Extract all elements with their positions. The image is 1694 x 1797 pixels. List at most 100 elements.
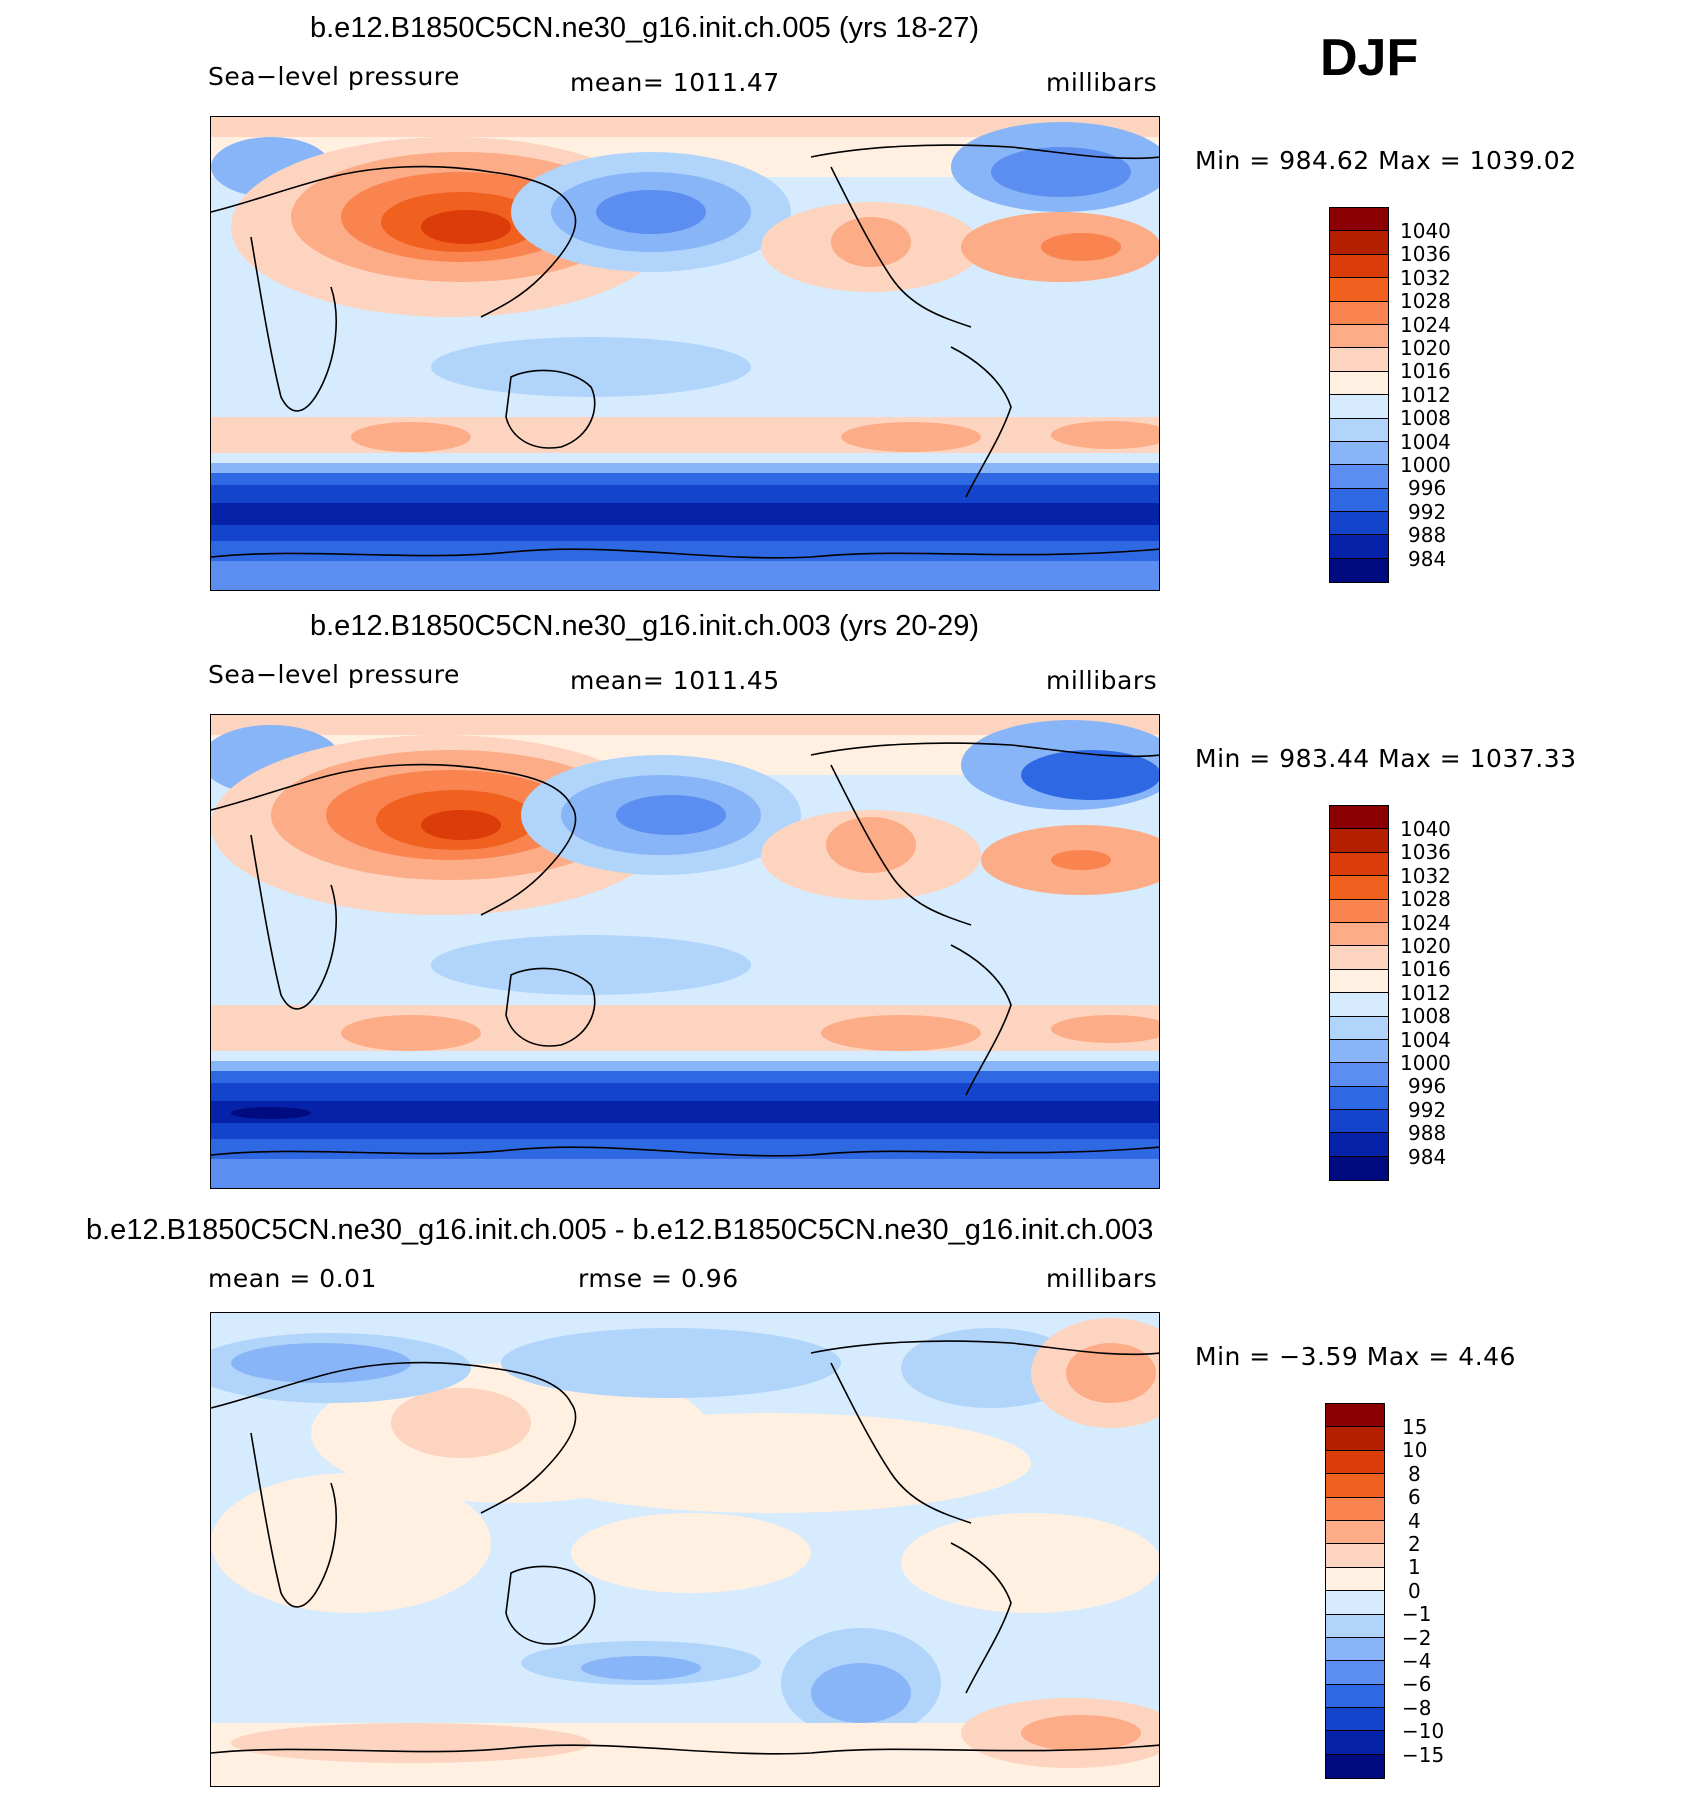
colorbar-tick-label: 1016 bbox=[1400, 957, 1451, 982]
colorbar-tick-label: 10 bbox=[1402, 1438, 1428, 1463]
colorbar-cell bbox=[1330, 512, 1388, 536]
colorbar-cell bbox=[1326, 1497, 1384, 1521]
variable-label: Sea−level pressure bbox=[208, 660, 460, 689]
season-label: DJF bbox=[1320, 29, 1419, 87]
colorbar-cell bbox=[1330, 488, 1388, 513]
colorbar-tick-label: 1036 bbox=[1400, 840, 1451, 865]
colorbar-tick-label: −8 bbox=[1402, 1695, 1432, 1720]
colorbar-tick-label: 1024 bbox=[1400, 910, 1451, 935]
colorbar-cell bbox=[1330, 829, 1388, 853]
colorbar-tick-label: 988 bbox=[1408, 1121, 1447, 1146]
units-label: millibars bbox=[1046, 666, 1158, 695]
colorbar-cell bbox=[1326, 1754, 1384, 1779]
rmse-label: rmse = 0.96 bbox=[578, 1264, 739, 1293]
colorbar-cell bbox=[1330, 1156, 1388, 1181]
map-svg bbox=[211, 117, 1159, 590]
colorbar-cell bbox=[1326, 1684, 1384, 1709]
colorbar-cell bbox=[1330, 852, 1388, 877]
map-plot bbox=[210, 116, 1160, 591]
colorbar bbox=[1329, 805, 1389, 1182]
colorbar-tick-label: 1032 bbox=[1400, 265, 1451, 290]
colorbar-cell bbox=[1326, 1474, 1384, 1498]
min-max-label: Min = 983.44 Max = 1037.33 bbox=[1195, 744, 1577, 773]
colorbar-tick-label: 996 bbox=[1408, 1074, 1447, 1099]
variable-label: Sea−level pressure bbox=[208, 62, 460, 91]
colorbar-tick-label: 1040 bbox=[1400, 817, 1451, 841]
colorbar-cell bbox=[1326, 1567, 1384, 1592]
colorbar-cell bbox=[1330, 1133, 1388, 1157]
colorbar-cell bbox=[1330, 899, 1388, 923]
panel-title: b.e12.B1850C5CN.ne30_g16.init.ch.005 (yr… bbox=[310, 12, 980, 44]
mean-label: mean= 1011.45 bbox=[570, 666, 780, 695]
colorbar-cell bbox=[1330, 278, 1388, 302]
colorbar-tick-label: 1008 bbox=[1400, 406, 1451, 431]
min-max-label: Min = 984.62 Max = 1039.02 bbox=[1195, 146, 1577, 175]
colorbar-tick-label: 1000 bbox=[1400, 1051, 1451, 1075]
colorbar-cell bbox=[1330, 441, 1388, 466]
colorbar-tick-label: −2 bbox=[1402, 1625, 1432, 1650]
colorbar-cell bbox=[1330, 395, 1388, 419]
colorbar-tick-label: 996 bbox=[1408, 476, 1447, 501]
colorbar-tick-label: 1 bbox=[1408, 1555, 1421, 1580]
colorbar-cell bbox=[1326, 1637, 1384, 1662]
colorbar-cell bbox=[1330, 535, 1388, 559]
colorbar-cell bbox=[1326, 1591, 1384, 1615]
map-svg bbox=[211, 715, 1159, 1188]
map-plot bbox=[210, 1312, 1160, 1787]
map-svg bbox=[211, 1313, 1159, 1786]
colorbar-tick-label: 1012 bbox=[1400, 382, 1451, 407]
colorbar-cell bbox=[1330, 806, 1388, 830]
colorbar-tick-label: 15 bbox=[1402, 1415, 1428, 1439]
colorbar-tick-label: 1016 bbox=[1400, 359, 1451, 384]
colorbar-tick-label: 4 bbox=[1408, 1508, 1421, 1533]
colorbar-cell bbox=[1330, 946, 1388, 970]
colorbar-tick-label: 988 bbox=[1408, 523, 1447, 548]
colorbar-cell bbox=[1330, 348, 1388, 372]
colorbar-tick-label: 0 bbox=[1408, 1578, 1421, 1603]
min-max-label: Min = −3.59 Max = 4.46 bbox=[1195, 1342, 1516, 1371]
colorbar-cell bbox=[1330, 1086, 1388, 1111]
colorbar-cell bbox=[1330, 208, 1388, 232]
colorbar-tick-label: 1020 bbox=[1400, 934, 1451, 958]
colorbar-cell bbox=[1326, 1450, 1384, 1475]
colorbar-tick-label: −10 bbox=[1402, 1719, 1445, 1744]
colorbar-cell bbox=[1330, 558, 1388, 583]
colorbar-tick-label: 984 bbox=[1408, 1144, 1447, 1169]
colorbar-cell bbox=[1326, 1661, 1384, 1685]
colorbar-cell bbox=[1330, 301, 1388, 325]
panel-title: b.e12.B1850C5CN.ne30_g16.init.ch.005 - b… bbox=[86, 1214, 1154, 1246]
colorbar-cell bbox=[1326, 1614, 1384, 1638]
mean-label: mean = 0.01 bbox=[208, 1264, 377, 1293]
colorbar-tick-label: 1000 bbox=[1400, 453, 1451, 477]
mean-label: mean= 1011.47 bbox=[570, 68, 780, 97]
colorbar-tick-label: 1036 bbox=[1400, 242, 1451, 267]
colorbar-tick-label: 1028 bbox=[1400, 289, 1451, 314]
colorbar-cell bbox=[1326, 1544, 1384, 1568]
colorbar-cell bbox=[1330, 876, 1388, 900]
colorbar-cell bbox=[1330, 993, 1388, 1017]
colorbar-tick-label: 1020 bbox=[1400, 336, 1451, 360]
colorbar-cell bbox=[1330, 254, 1388, 279]
colorbar-cell bbox=[1326, 1731, 1384, 1755]
colorbar-cell bbox=[1330, 371, 1388, 396]
colorbar-cell bbox=[1326, 1404, 1384, 1428]
panel-title: b.e12.B1850C5CN.ne30_g16.init.ch.003 (yr… bbox=[310, 610, 980, 642]
colorbar-cell bbox=[1330, 418, 1388, 442]
colorbar-tick-label: 8 bbox=[1408, 1461, 1421, 1486]
colorbar-tick-label: −15 bbox=[1402, 1742, 1445, 1767]
colorbar-cell bbox=[1330, 324, 1388, 349]
units-label: millibars bbox=[1046, 1264, 1158, 1293]
colorbar-cell bbox=[1330, 231, 1388, 255]
colorbar-cell bbox=[1330, 1016, 1388, 1040]
colorbar-tick-label: −1 bbox=[1402, 1602, 1432, 1627]
colorbar-tick-label: −4 bbox=[1402, 1649, 1432, 1673]
units-label: millibars bbox=[1046, 68, 1158, 97]
colorbar bbox=[1329, 207, 1389, 584]
colorbar-tick-label: 6 bbox=[1408, 1485, 1421, 1510]
colorbar-tick-label: −6 bbox=[1402, 1672, 1432, 1697]
colorbar-tick-label: 992 bbox=[1408, 499, 1447, 524]
colorbar-tick-label: 992 bbox=[1408, 1097, 1447, 1122]
map-plot bbox=[210, 714, 1160, 1189]
colorbar-tick-label: 1024 bbox=[1400, 312, 1451, 337]
colorbar-tick-label: 1028 bbox=[1400, 887, 1451, 912]
